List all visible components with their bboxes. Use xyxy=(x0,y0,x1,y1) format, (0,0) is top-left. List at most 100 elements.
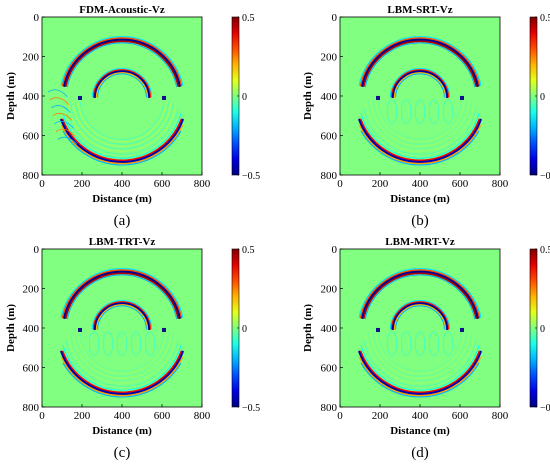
lower-arc-yellow xyxy=(61,356,183,397)
wavefield xyxy=(358,267,482,398)
faint-bump xyxy=(130,331,142,356)
x-tick-label: 400 xyxy=(114,410,131,422)
y-axis-label: Depth (m) xyxy=(302,304,314,352)
inner-arc-red xyxy=(390,69,450,98)
x-tick-label: 0 xyxy=(39,178,45,190)
y-axis-label: Depth (m) xyxy=(5,304,17,352)
colorbar-tick-label: −0.5 xyxy=(540,171,550,182)
source-marker xyxy=(460,327,464,332)
lower-arc-outer xyxy=(360,362,480,398)
panel-title: LBM-MRT-Vz xyxy=(385,236,455,248)
panel-d: 0 0 200 200 400 400 600 600 800 800 LBM-MRT-Vz Dist… xyxy=(302,236,550,461)
faint-bump xyxy=(116,331,128,356)
inner-arc-dark xyxy=(391,70,449,99)
y-tick-label: 200 xyxy=(23,52,40,64)
upper-arc-red xyxy=(61,37,183,87)
y-tick-label: 600 xyxy=(321,363,338,375)
upper-arc-inner-blue xyxy=(66,274,178,320)
scatter-arc xyxy=(67,102,177,152)
panel-caption: (a) xyxy=(114,213,131,229)
y-tick-label: 200 xyxy=(23,284,40,296)
inner-arc-blue xyxy=(97,73,147,98)
inner-arc-outer xyxy=(389,300,451,330)
y-tick-label: 600 xyxy=(23,363,40,375)
faint-bump xyxy=(400,99,412,124)
source-marker xyxy=(460,95,464,100)
scatter-arc xyxy=(75,101,169,145)
y-tick-label: 0 xyxy=(332,12,338,24)
x-tick-label: 400 xyxy=(412,178,429,190)
inner-arc-yellow xyxy=(95,72,149,98)
panel-c: 0 0 200 200 400 400 600 600 800 800 LBM-TRT-Vz Dist… xyxy=(5,236,260,461)
faint-bump xyxy=(442,99,454,124)
lower-arc-outer xyxy=(62,130,182,166)
x-tick-label: 200 xyxy=(372,410,389,422)
panel-title: LBM-SRT-Vz xyxy=(387,4,452,16)
inner-arc-blue xyxy=(395,305,445,330)
inner-arc-blue xyxy=(97,305,147,330)
lower-arc-outer xyxy=(360,130,480,166)
y-tick-label: 800 xyxy=(23,170,40,182)
x-axis-label: Distance (m) xyxy=(390,193,450,205)
source-marker xyxy=(162,95,166,100)
faint-bump xyxy=(102,331,114,356)
lower-arc-red xyxy=(62,350,182,393)
dispersion-artifact xyxy=(50,105,71,113)
colorbar-tick-label: 0 xyxy=(242,92,247,103)
lower-arc-blue xyxy=(360,113,480,159)
dispersion-artifact xyxy=(49,97,70,105)
y-axis-label: Depth (m) xyxy=(5,72,17,120)
lower-arc-yellow xyxy=(359,356,481,397)
source-marker xyxy=(78,327,82,332)
dispersion-artifact xyxy=(55,128,76,137)
upper-arc-red xyxy=(359,269,481,319)
x-tick-label: 600 xyxy=(154,410,171,422)
y-tick-label: 0 xyxy=(34,12,40,24)
lower-arc-yellow xyxy=(61,124,183,165)
upper-arc-dark xyxy=(361,38,479,87)
lower-arc-red xyxy=(360,350,480,393)
faint-bump xyxy=(442,331,454,356)
faint-bump xyxy=(144,331,156,356)
colorbar-tick-label: 0.5 xyxy=(540,245,550,256)
upper-arc-dark xyxy=(361,270,479,319)
lower-arc-faint xyxy=(65,107,179,155)
colorbar-tick-label: 0.5 xyxy=(242,13,255,24)
scatter-arc xyxy=(70,102,174,150)
upper-arc-outer xyxy=(358,35,482,86)
upper-arc-red xyxy=(61,269,183,319)
inner-arc-yellow xyxy=(95,304,149,330)
x-tick-label: 200 xyxy=(74,410,91,422)
x-tick-label: 200 xyxy=(74,178,91,190)
dispersion-artifact xyxy=(52,113,73,121)
x-tick-label: 800 xyxy=(194,410,211,422)
x-axis-label: Distance (m) xyxy=(390,425,450,437)
lower-arc-faint xyxy=(363,107,477,155)
upper-arc-outer xyxy=(60,35,184,86)
scatter-arc xyxy=(79,101,165,140)
colorbar-tick-label: 0 xyxy=(242,324,247,335)
upper-arc-inner-red xyxy=(65,272,179,319)
y-tick-label: 600 xyxy=(23,131,40,143)
x-tick-label: 800 xyxy=(492,410,509,422)
y-tick-label: 0 xyxy=(34,244,40,256)
colorbar-tick-label: −0.5 xyxy=(540,403,550,414)
x-tick-label: 600 xyxy=(452,410,469,422)
faint-bump xyxy=(88,331,100,356)
source-marker xyxy=(78,95,82,100)
inner-arc-outer xyxy=(91,68,153,98)
y-tick-label: 0 xyxy=(332,244,338,256)
scatter-arc xyxy=(72,101,172,147)
lower-arc-dark xyxy=(60,350,184,395)
inner-arc-dark xyxy=(93,70,151,99)
faint-bump xyxy=(428,99,440,124)
upper-arc-inner-blue xyxy=(364,42,476,88)
colorbar-tick-label: 0 xyxy=(540,92,545,103)
x-tick-label: 800 xyxy=(194,178,211,190)
lower-arc-dark xyxy=(358,350,482,395)
x-tick-label: 600 xyxy=(452,178,469,190)
panel-title: LBM-TRT-Vz xyxy=(89,236,156,248)
colorbar-tick-label: −0.5 xyxy=(242,171,260,182)
lower-arc-red xyxy=(360,118,480,161)
